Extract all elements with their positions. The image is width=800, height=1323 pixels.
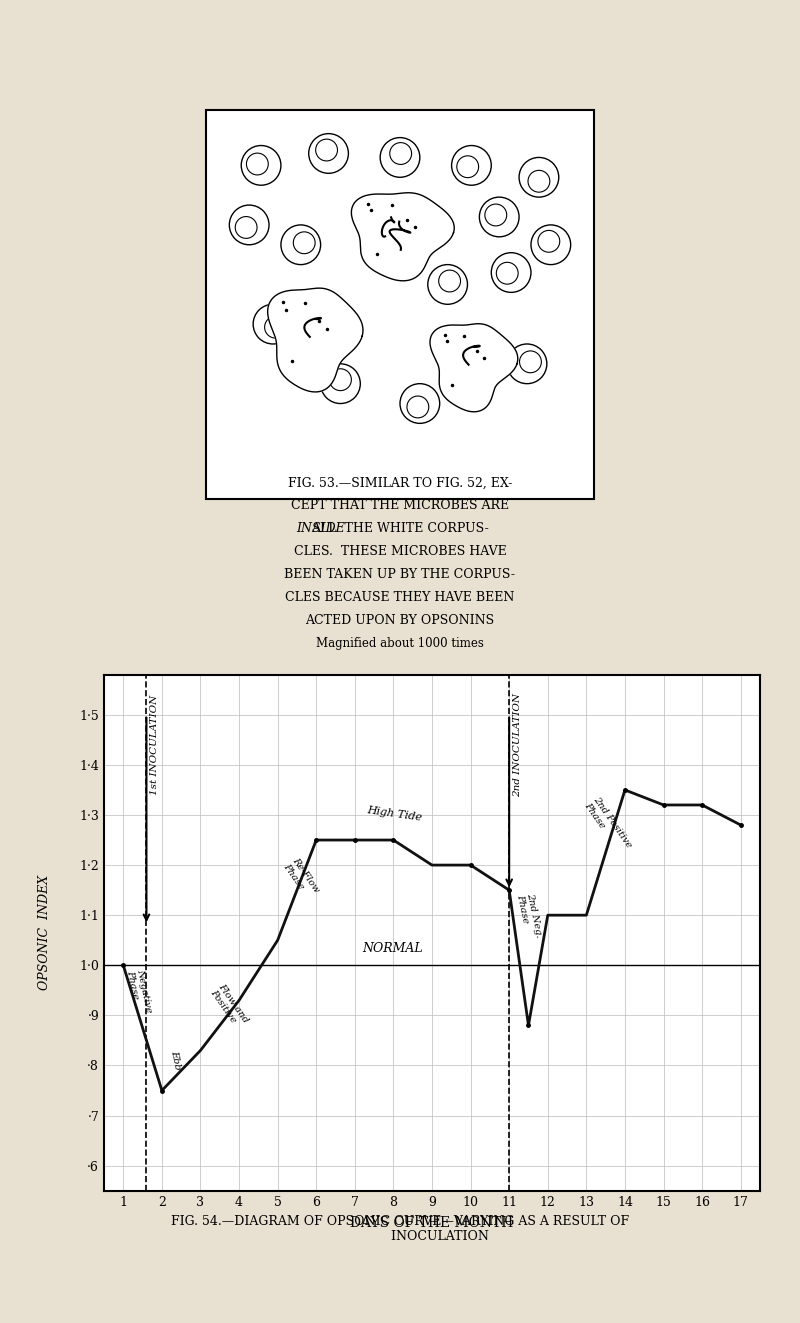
Text: CEPT THAT THE MICROBES ARE: CEPT THAT THE MICROBES ARE — [291, 499, 509, 512]
Circle shape — [438, 270, 461, 292]
Circle shape — [316, 139, 338, 161]
Circle shape — [491, 253, 531, 292]
Circle shape — [519, 351, 542, 373]
Text: Re-Flow
Phase: Re-Flow Phase — [282, 856, 321, 900]
Circle shape — [519, 157, 558, 197]
Text: 2nd Positive
Phase: 2nd Positive Phase — [582, 795, 633, 855]
Text: INSIDE: INSIDE — [296, 523, 345, 536]
Circle shape — [485, 204, 506, 226]
Circle shape — [253, 304, 293, 344]
Text: OPSONIC  INDEX: OPSONIC INDEX — [38, 875, 51, 991]
Circle shape — [390, 143, 412, 164]
Circle shape — [246, 153, 268, 175]
Text: BEEN TAKEN UP BY THE CORPUS-: BEEN TAKEN UP BY THE CORPUS- — [285, 569, 515, 581]
Circle shape — [451, 146, 491, 185]
Polygon shape — [430, 324, 518, 411]
Text: Negative
Phase: Negative Phase — [126, 967, 154, 1015]
Circle shape — [321, 364, 360, 404]
Circle shape — [407, 396, 429, 418]
Circle shape — [265, 316, 286, 339]
Polygon shape — [268, 288, 363, 392]
Circle shape — [309, 134, 349, 173]
Text: ACTED UPON BY OPSONINS: ACTED UPON BY OPSONINS — [306, 614, 494, 627]
Text: NORMAL: NORMAL — [362, 942, 423, 955]
Circle shape — [230, 205, 269, 245]
Polygon shape — [351, 193, 454, 280]
Circle shape — [538, 230, 560, 253]
Text: Ebb: Ebb — [170, 1049, 182, 1070]
Text: 1st INOCULATION: 1st INOCULATION — [150, 695, 159, 795]
Circle shape — [380, 138, 420, 177]
Circle shape — [479, 197, 519, 237]
Circle shape — [400, 384, 440, 423]
Text: CLES.  THESE MICROBES HAVE: CLES. THESE MICROBES HAVE — [294, 545, 506, 558]
Circle shape — [457, 156, 478, 177]
Text: CLES BECAUSE THEY HAVE BEEN: CLES BECAUSE THEY HAVE BEEN — [286, 591, 514, 605]
Circle shape — [428, 265, 467, 304]
Text: Magnified about 1000 times: Magnified about 1000 times — [316, 638, 484, 651]
Text: Flow and
Positive: Flow and Positive — [208, 982, 250, 1031]
Circle shape — [281, 225, 321, 265]
Circle shape — [531, 225, 570, 265]
Text: ALL  THE WHITE CORPUS-: ALL THE WHITE CORPUS- — [311, 523, 489, 536]
Text: FIG. 53.—SIMILAR TO FIG. 52, EX-: FIG. 53.—SIMILAR TO FIG. 52, EX- — [288, 476, 512, 490]
Circle shape — [235, 217, 257, 238]
Circle shape — [507, 344, 547, 384]
Text: 2nd INOCULATION: 2nd INOCULATION — [513, 693, 522, 796]
Text: High Tide: High Tide — [366, 804, 423, 823]
X-axis label: DAYS OF THE MONTH: DAYS OF THE MONTH — [350, 1216, 514, 1229]
Circle shape — [496, 262, 518, 284]
Circle shape — [294, 232, 315, 254]
Circle shape — [242, 146, 281, 185]
Circle shape — [528, 171, 550, 192]
Text: FIG. 54.—DIAGRAM OF OPSONIC CURVE—VARYING AS A RESULT OF
                    INO: FIG. 54.—DIAGRAM OF OPSONIC CURVE—VARYIN… — [171, 1215, 629, 1242]
Circle shape — [330, 369, 351, 390]
Text: 2nd Neg.
Phase: 2nd Neg. Phase — [515, 892, 543, 941]
